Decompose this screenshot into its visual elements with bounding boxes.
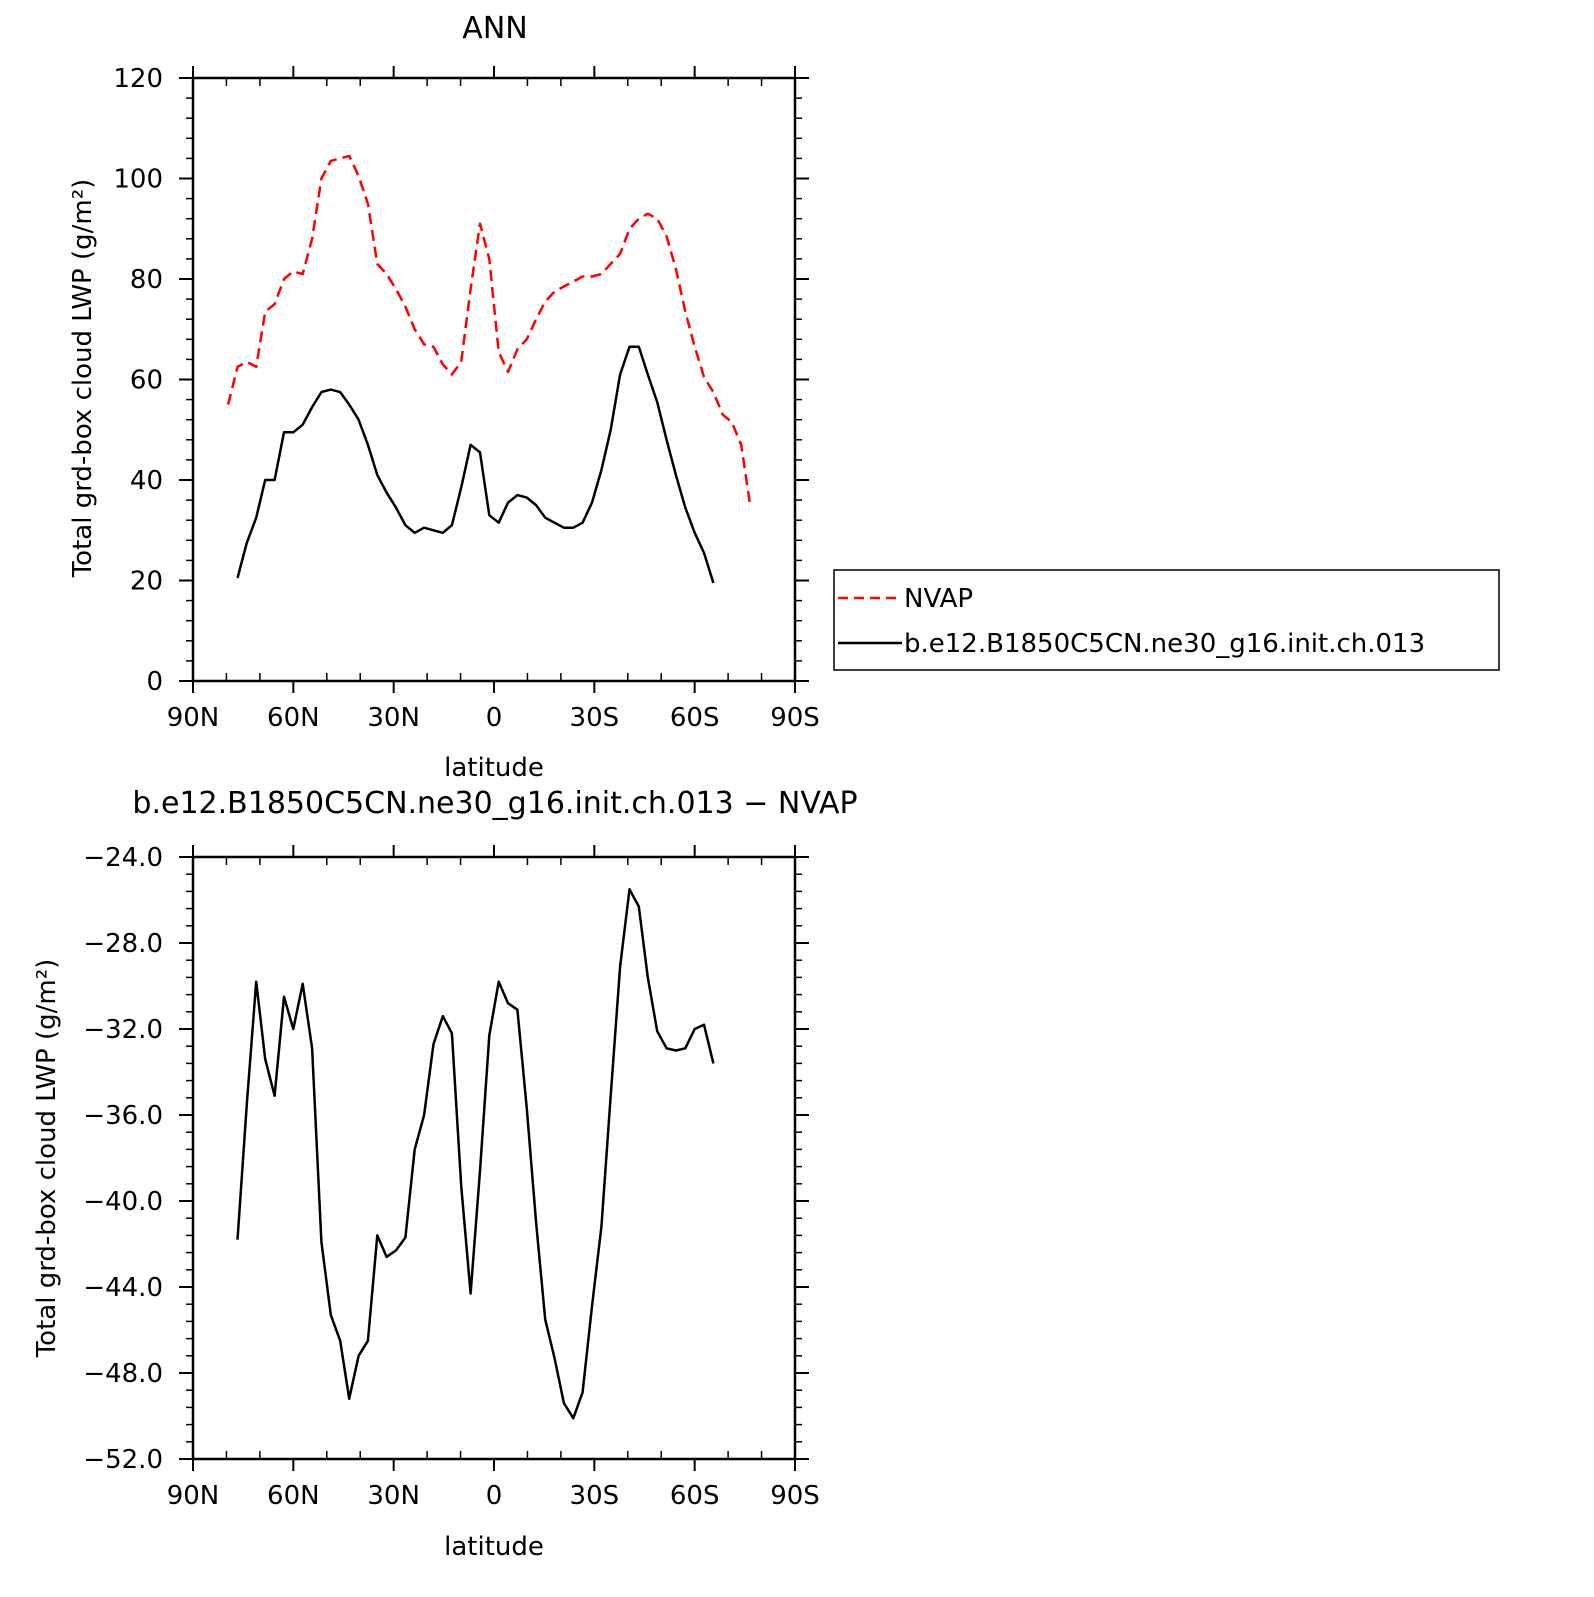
bottom-y-axis-label: Total grd-box cloud LWP (g/m²) bbox=[32, 959, 62, 1359]
x-tick-label: 60S bbox=[670, 703, 720, 733]
y-tick-label: 80 bbox=[130, 265, 163, 295]
series-line-1-0 bbox=[236, 888, 715, 1420]
y-tick-label: 100 bbox=[113, 165, 163, 195]
bottom-panel-marks bbox=[236, 888, 715, 1420]
top-panel-marks bbox=[226, 154, 752, 584]
x-tick-label: 30N bbox=[367, 1481, 420, 1511]
y-tick-label: −40.0 bbox=[83, 1187, 163, 1217]
y-tick-label: −24.0 bbox=[83, 843, 163, 873]
y-tick-label: −32.0 bbox=[83, 1015, 163, 1045]
x-tick-label: 90S bbox=[770, 1481, 820, 1511]
top-panel: ANN 90N 60N 30N 0 30S 60S 90S 0 20 40 60 80 100 120 l… bbox=[68, 11, 820, 783]
x-tick-label: 0 bbox=[486, 703, 503, 733]
top-panel-title: ANN bbox=[462, 11, 527, 46]
x-tick-label: 30N bbox=[367, 703, 420, 733]
y-tick-label: 40 bbox=[130, 466, 163, 496]
y-tick-label: −52.0 bbox=[83, 1445, 163, 1475]
legend-label-nvap: NVAP bbox=[904, 584, 973, 614]
top-plot-frame bbox=[191, 76, 797, 683]
series-line-0-1 bbox=[236, 345, 715, 584]
x-tick-label: 90N bbox=[167, 703, 220, 733]
top-x-axis-label: latitude bbox=[444, 753, 544, 783]
x-tick-label: 30S bbox=[570, 703, 620, 733]
legend-box bbox=[833, 569, 1500, 671]
x-tick-label: 60S bbox=[670, 1481, 720, 1511]
top-y-axis-label: Total grd-box cloud LWP (g/m²) bbox=[68, 179, 98, 579]
y-tick-label: −28.0 bbox=[83, 929, 163, 959]
top-panel-ticks: 90N 60N 30N 0 30S 60S 90S 0 20 40 60 80 100 120 bbox=[113, 64, 819, 733]
y-tick-label: 120 bbox=[113, 64, 163, 94]
y-tick-label: 0 bbox=[146, 667, 163, 697]
series-line-0-0 bbox=[226, 154, 752, 508]
x-tick-label: 60N bbox=[267, 703, 320, 733]
x-tick-label: 30S bbox=[570, 1481, 620, 1511]
bottom-x-axis-label: latitude bbox=[444, 1532, 544, 1562]
legend: NVAP b.e12.B1850C5CN.ne30_g16.init.ch.01… bbox=[833, 569, 1500, 671]
x-tick-label: 90S bbox=[770, 703, 820, 733]
y-tick-label: −36.0 bbox=[83, 1101, 163, 1131]
x-tick-label: 60N bbox=[267, 1481, 320, 1511]
bottom-panel-ticks: 90N 60N 30N 0 30S 60S 90S −52.0 −48.0 −44.0 −40.0 −… bbox=[83, 843, 819, 1511]
bottom-panel-title: b.e12.B1850C5CN.ne30_g16.init.ch.013 − N… bbox=[132, 786, 857, 821]
legend-label-model: b.e12.B1850C5CN.ne30_g16.init.ch.013 bbox=[904, 629, 1425, 659]
bottom-plot-frame bbox=[191, 855, 797, 1461]
x-tick-label: 0 bbox=[486, 1481, 503, 1511]
bottom-panel: b.e12.B1850C5CN.ne30_g16.init.ch.013 − N… bbox=[32, 786, 858, 1562]
y-tick-label: 20 bbox=[130, 567, 163, 597]
y-tick-label: −48.0 bbox=[83, 1359, 163, 1389]
x-tick-label: 90N bbox=[167, 1481, 220, 1511]
y-tick-label: 60 bbox=[130, 366, 163, 396]
y-tick-label: −44.0 bbox=[83, 1273, 163, 1303]
